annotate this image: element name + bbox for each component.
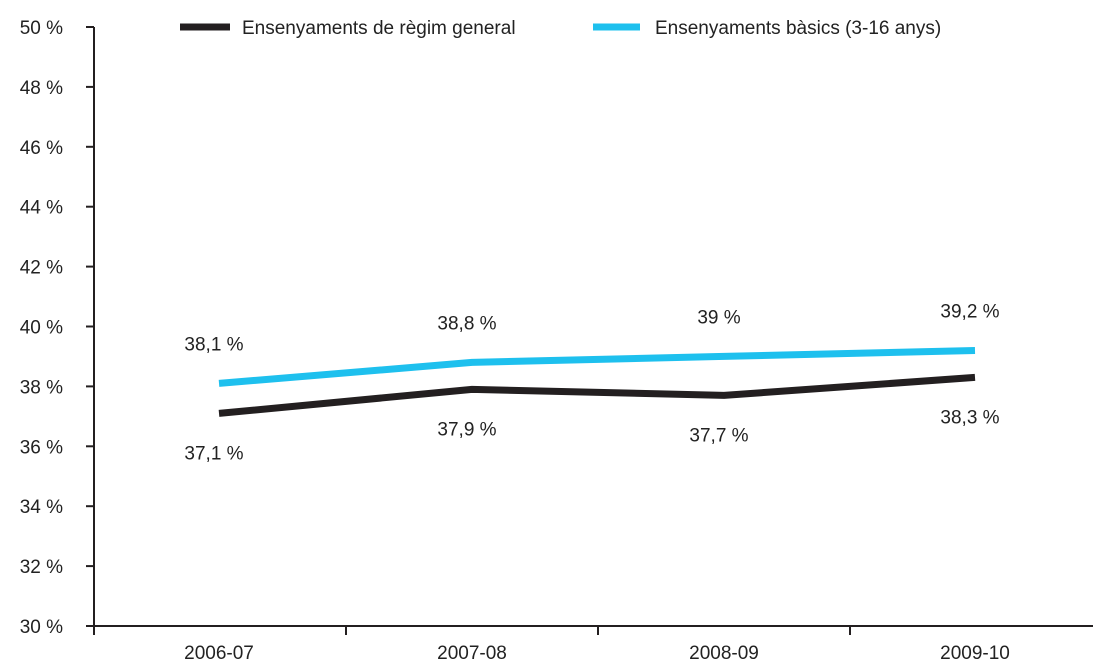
series-layer <box>218 347 976 417</box>
y-tick-label: 38 % <box>20 377 63 398</box>
x-tick-label: 2006-07 <box>184 643 254 664</box>
data-label: 38,8 % <box>437 313 496 334</box>
data-label: 38,3 % <box>940 407 999 428</box>
data-labels: 37,1 % 37,9 % 37,7 % 38,3 % 38,1 % 38,8 % 39 %… <box>184 302 999 465</box>
data-label: 37,1 % <box>184 443 243 464</box>
y-tick-label: 44 % <box>20 198 63 219</box>
y-tick-label: 50 % <box>20 18 63 39</box>
data-label: 37,9 % <box>437 419 496 440</box>
legend-label-2: Ensenyaments bàsics (3-16 anys) <box>655 18 941 39</box>
y-tick-label: 46 % <box>20 138 63 159</box>
data-label: 38,1 % <box>184 334 243 355</box>
data-label: 39 % <box>697 307 740 328</box>
data-label: 37,7 % <box>689 425 748 446</box>
legend-label-1: Ensenyaments de règim general <box>242 18 516 39</box>
series-line-1 <box>218 373 976 417</box>
y-tick-label: 36 % <box>20 437 63 458</box>
x-tick-label: 2009-10 <box>940 643 1010 664</box>
y-tick-label: 42 % <box>20 258 63 279</box>
y-tick-label: 30 % <box>20 617 63 638</box>
data-label: 39,2 % <box>940 302 999 323</box>
y-axis: 30 % 32 % 34 % 36 % 38 % 40 % 42 % 44 % 46 % 48 %… <box>20 18 95 638</box>
series-line-2 <box>218 347 976 387</box>
y-tick-label: 48 % <box>20 78 63 99</box>
y-tick-label: 40 % <box>20 318 63 339</box>
x-tick-label: 2007-08 <box>437 643 507 664</box>
x-axis: 2006-07 2007-08 2008-09 2009-10 <box>93 625 1093 664</box>
y-tick-label: 32 % <box>20 557 63 578</box>
legend: Ensenyaments de règim general Ensenyament… <box>180 18 941 39</box>
x-tick-label: 2008-09 <box>689 643 759 664</box>
y-tick-label: 34 % <box>20 497 63 518</box>
